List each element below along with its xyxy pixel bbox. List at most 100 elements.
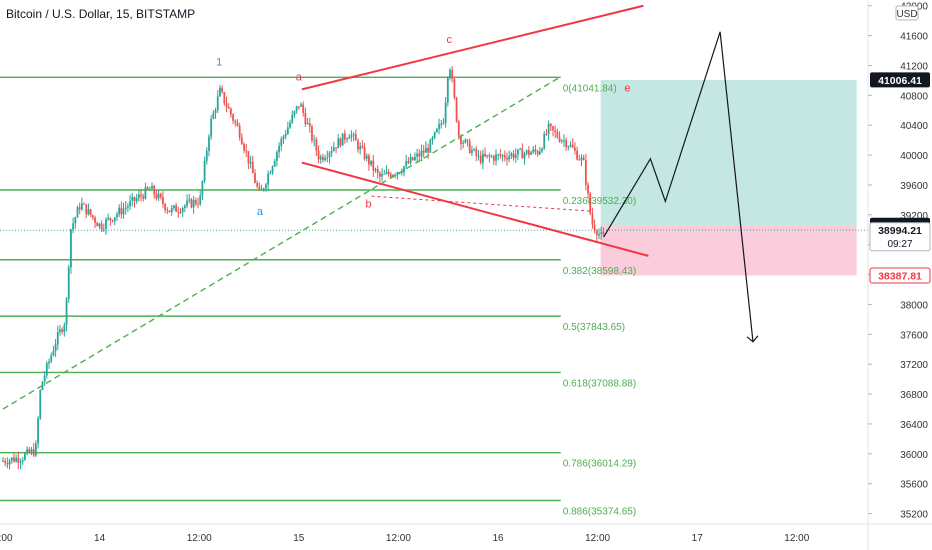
candle-body [265,184,267,189]
candle-body [87,209,90,215]
candle-body [567,146,570,148]
candle-body [328,152,331,158]
candle-body [32,449,35,456]
candle-body [4,460,7,464]
y-tick-label: 39200 [900,211,928,222]
candle-body [547,123,550,135]
candle-body [159,193,162,198]
wave-label: e [624,83,630,95]
x-tick-label: 12:00 [187,533,212,544]
price-badge: 41006.41 [870,72,930,88]
candle-body [466,139,469,142]
candle-body [569,144,572,147]
candle-body [284,134,287,137]
candle-body [543,133,546,149]
candle-body [210,118,213,137]
y-tick-label: 37600 [900,330,928,341]
candle-body [50,355,53,362]
candle-body [56,331,59,345]
candle-body [133,197,136,202]
candle-body [584,160,587,185]
candle-body [85,204,88,215]
y-tick-label: 40400 [900,121,928,132]
arrow-head-icon [746,335,759,343]
candle-body [223,92,226,104]
currency-badge[interactable]: USD [895,5,919,21]
candle-body [258,186,261,191]
candle-body [486,155,489,157]
fib-level-label: 0.886(35374.65) [563,506,636,517]
y-tick-label: 36400 [900,420,928,431]
candle-body [497,154,500,156]
candle-body [389,174,392,177]
candle-body [15,457,18,462]
candle-body [37,418,39,444]
candle-body [527,150,530,155]
candle-body [464,139,467,143]
candle-body [335,147,337,149]
candle-body [74,217,77,224]
candle-body [13,457,15,462]
candle-body [339,138,342,146]
candle-body [216,96,219,111]
x-tick-label: 17 [692,533,704,544]
candle-body [414,156,416,161]
x-tick-label: 12:00 [585,533,610,544]
candle-body [405,161,408,167]
candle-body [278,145,280,153]
candle-body [181,208,184,213]
candle-body [107,217,110,220]
candle-body [91,215,94,218]
candle-body [282,136,285,139]
candle-body [142,196,145,199]
candle-body [6,463,9,465]
candle-body [427,147,429,153]
candle-body [273,161,276,167]
candle-body [208,136,210,151]
candle-body [17,457,20,463]
candle-body [166,209,169,211]
candle-body [576,150,578,160]
candle-body [48,361,50,364]
candle-body [52,351,55,356]
candle-body [297,106,300,108]
candle-body [346,138,348,140]
candle-body [556,131,559,138]
candle-body [236,122,239,127]
candle-body [100,223,103,230]
candle-body [591,213,594,225]
candle-body [89,209,92,216]
candle-body [322,156,324,161]
candle-body [254,173,256,183]
candle-body [175,205,178,212]
wave-labels: 1 a a b c e [216,34,630,218]
price-badge: 38387.81 [869,267,931,284]
y-tick-label: 41200 [900,61,928,72]
candle-body [598,233,600,236]
candle-body [387,171,390,175]
candle-body [120,207,123,215]
candle-body [481,153,484,163]
candle-body [199,195,202,205]
candle-body [243,144,245,151]
candle-body [225,103,228,107]
y-tick-label: 35200 [900,510,928,521]
candle-body [109,217,112,221]
fib-level-label: 0.786(36014.29) [563,459,636,470]
fib-level-label: 0.236(39532.30) [563,196,636,207]
price-badge-box [869,222,931,252]
candle-body [368,155,370,165]
y-tick-label: 40800 [900,91,928,102]
candle-body [438,124,440,129]
candle-body [234,120,237,123]
candle-body [214,110,217,113]
candle-body [105,219,107,229]
candle-body [302,104,305,113]
candle-body [227,106,230,109]
candle-body [471,150,473,154]
candle-body [538,151,541,155]
candle-body [78,207,81,210]
candle-body [2,460,4,462]
